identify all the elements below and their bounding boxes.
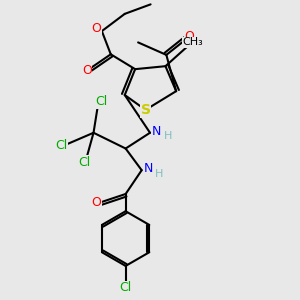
Text: Cl: Cl <box>79 156 91 169</box>
Text: Cl: Cl <box>95 95 107 108</box>
Text: O: O <box>92 22 101 35</box>
Text: O: O <box>184 30 194 43</box>
Text: N: N <box>152 125 161 138</box>
Text: Cl: Cl <box>55 139 68 152</box>
Text: O: O <box>92 196 101 209</box>
Text: S: S <box>140 103 151 117</box>
Text: H: H <box>164 131 172 141</box>
Text: N: N <box>143 162 153 175</box>
Text: H: H <box>155 169 164 179</box>
Text: Cl: Cl <box>119 281 132 294</box>
Text: O: O <box>82 64 92 77</box>
Text: CH₃: CH₃ <box>183 38 203 47</box>
